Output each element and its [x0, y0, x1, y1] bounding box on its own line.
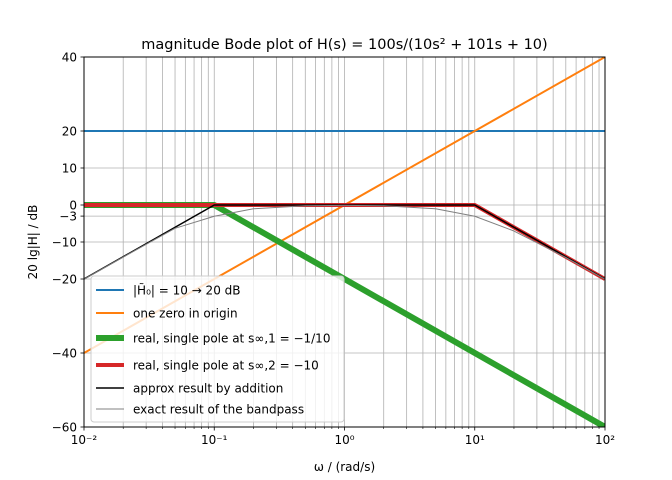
x-tick-label: 10¹: [465, 433, 485, 447]
y-tick-label: 40: [62, 50, 77, 64]
legend-frame: [90, 275, 345, 423]
y-tick-label: −60: [52, 420, 77, 434]
x-tick-label: 10²: [595, 433, 615, 447]
y-tick-label: 10: [62, 161, 77, 175]
legend-label-4: real, single pole at s∞,2 = −10: [133, 358, 319, 372]
legend-label-1: |H̃₀| = 10 → 20 dB: [133, 283, 241, 297]
x-tick-label: 10⁻¹: [201, 433, 228, 447]
legend-label-6: exact result of the bandpass: [133, 402, 304, 416]
legend: |H̃₀| = 10 → 20 dB one zero in origin real…: [90, 275, 345, 423]
y-axis-label: 20 lg|H| / dB: [26, 205, 40, 280]
x-tick-label: 10⁰: [334, 433, 354, 447]
legend-label-3: real, single pole at s∞,1 = −1/10: [133, 331, 330, 345]
y-tick-label: −10: [52, 235, 77, 249]
y-tick-label: −3: [59, 209, 77, 223]
x-axis-label: ω / (rad/s): [314, 460, 375, 474]
y-tick-label: 20: [62, 124, 77, 138]
y-tick-label: −40: [52, 346, 77, 360]
series-lines: [84, 57, 605, 427]
x-tick-label: 10⁻²: [71, 433, 98, 447]
y-tick-label: 0: [69, 198, 77, 212]
legend-label-5: approx result by addition: [133, 381, 283, 395]
series-line-6: [84, 204, 605, 280]
y-tick-label: −20: [52, 272, 77, 286]
axis-ticks: 10⁻² 10⁻¹ 10⁰ 10¹ 10² 40 20 10 0−3 −10 −20 −40 −60: [52, 50, 616, 447]
chart-title: magnitude Bode plot of H(s) = 100s/(10s²…: [141, 37, 547, 53]
legend-label-2: one zero in origin: [133, 306, 238, 320]
